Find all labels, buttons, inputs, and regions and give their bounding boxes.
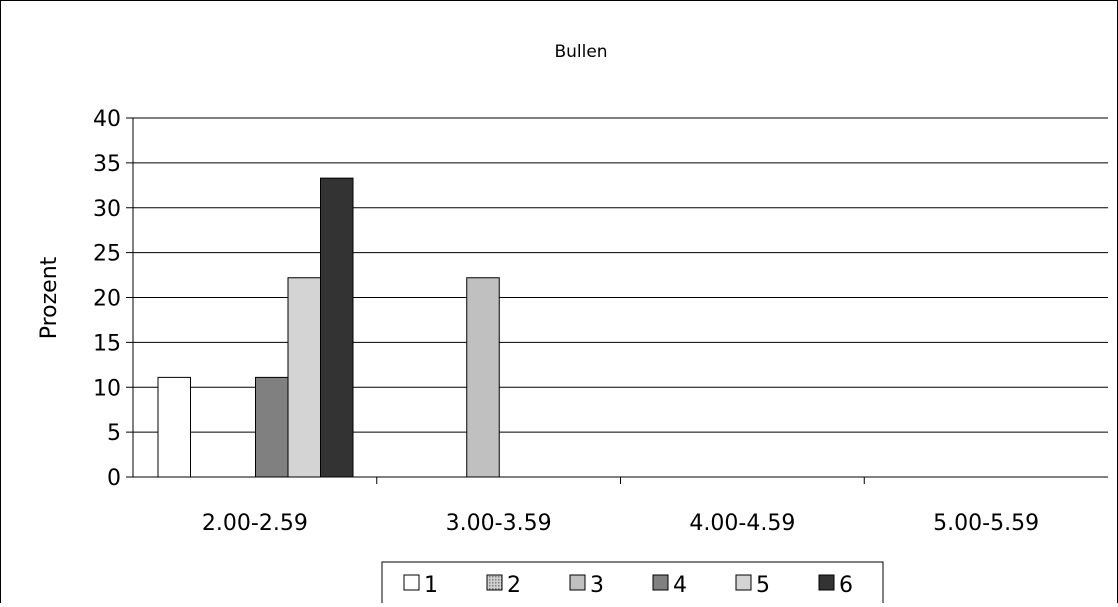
y-tick-label: 25 (93, 242, 121, 267)
bar-series-5-cat-1 (287, 277, 321, 478)
x-tick-label: 2.00-2.59 (202, 511, 308, 536)
legend-swatch-6 (818, 574, 835, 591)
y-tick-label: 40 (93, 107, 121, 132)
bar-series-3-cat-2 (466, 277, 500, 478)
bar-series-6-cat-1 (320, 177, 354, 478)
y-axis-label: Prozent (37, 256, 62, 339)
legend-swatch-2 (486, 574, 503, 591)
x-tick-label: 5.00-5.59 (933, 511, 1039, 536)
bars (157, 177, 500, 478)
y-tick-label: 0 (107, 466, 121, 491)
legend-swatch-1 (403, 574, 420, 591)
y-tick-label: 35 (93, 152, 121, 177)
bar-series-1-cat-1 (157, 376, 191, 478)
bar-series-4-cat-1 (255, 376, 289, 478)
y-tick-label: 10 (93, 376, 121, 401)
y-tick-label: 30 (93, 197, 121, 222)
y-tick-label: 20 (93, 287, 121, 312)
x-tick-label: 3.00-3.59 (446, 511, 552, 536)
y-tick-label: 15 (93, 331, 121, 356)
legend-swatch-5 (735, 574, 752, 591)
y-tick-label: 5 (107, 421, 121, 446)
axes: 0 5 10 15 20 25 30 35 40 2.00-2.59 3.00-3.59 4.00-4… (93, 107, 1108, 536)
legend-swatch-3 (569, 574, 586, 591)
legend-label-6: 6 (839, 573, 853, 598)
legend-swatch-4 (652, 574, 669, 591)
legend-label-1: 1 (424, 573, 438, 598)
legend: 1 2 3 4 5 6 (381, 561, 884, 605)
legend-label-2: 2 (507, 573, 521, 598)
x-tick-label: 4.00-4.59 (689, 511, 795, 536)
legend-label-4: 4 (673, 573, 687, 598)
legend-label-3: 3 (590, 573, 604, 598)
legend-label-5: 5 (756, 573, 770, 598)
chart-title: Bullen (554, 42, 607, 62)
legend-box (381, 561, 884, 605)
